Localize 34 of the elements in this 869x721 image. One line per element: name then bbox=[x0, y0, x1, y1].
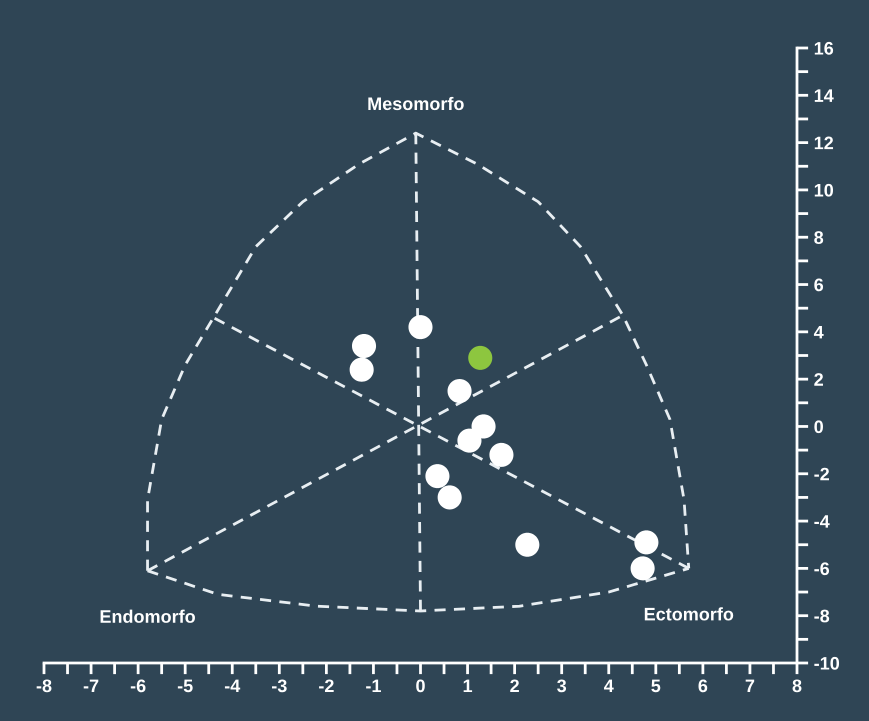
x-tick-label: 6 bbox=[698, 679, 708, 692]
x-tick-label: 8 bbox=[792, 679, 802, 692]
y-tick-label: -4 bbox=[814, 515, 830, 528]
y-tick-label: 10 bbox=[814, 184, 834, 197]
annotation: Mesomorfo bbox=[368, 96, 464, 110]
y-tick-label: 4 bbox=[814, 326, 824, 338]
y-tick-label: -2 bbox=[814, 468, 829, 480]
annotation: Endomorfo bbox=[100, 610, 195, 623]
x-tick-label: 1 bbox=[464, 680, 472, 692]
x-tick-label: 3 bbox=[557, 679, 566, 692]
x-tick-label: 2 bbox=[510, 679, 519, 692]
y-tick-label: 16 bbox=[814, 42, 834, 55]
x-tick-label: 7 bbox=[746, 680, 754, 692]
annotation: Ectomorfo bbox=[644, 607, 734, 621]
y-tick-label: -6 bbox=[814, 562, 830, 576]
y-tick-label: -10 bbox=[814, 656, 840, 670]
x-tick-label: -3 bbox=[272, 679, 287, 692]
x-tick-label: 5 bbox=[651, 680, 660, 692]
x-tick-label: -2 bbox=[319, 679, 334, 692]
x-tick-label: -7 bbox=[84, 680, 98, 692]
x-tick-label: -4 bbox=[224, 680, 240, 692]
y-tick-label: 14 bbox=[814, 89, 834, 102]
x-tick-label: -6 bbox=[130, 679, 146, 692]
x-tick-label: 0 bbox=[416, 679, 425, 692]
x-tick-label: -1 bbox=[366, 680, 381, 692]
y-tick-label: -8 bbox=[814, 610, 830, 622]
y-tick-label: 12 bbox=[814, 136, 834, 150]
x-tick-label: -8 bbox=[36, 679, 52, 692]
y-tick-label: 6 bbox=[814, 278, 824, 292]
y-tick-label: 2 bbox=[814, 373, 823, 386]
y-tick-label: 8 bbox=[814, 231, 824, 244]
x-tick-label: -5 bbox=[178, 680, 193, 692]
x-tick-label: 4 bbox=[604, 680, 614, 692]
y-tick-label: 0 bbox=[814, 420, 823, 434]
